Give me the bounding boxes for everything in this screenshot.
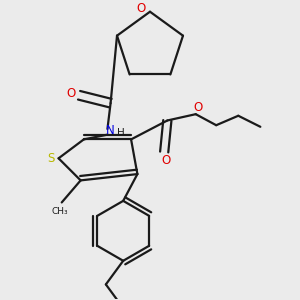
Text: O: O — [161, 154, 170, 167]
Text: N: N — [106, 124, 114, 137]
Text: O: O — [136, 2, 145, 15]
Text: S: S — [47, 152, 54, 165]
Text: O: O — [193, 101, 203, 114]
Text: O: O — [67, 87, 76, 100]
Text: H: H — [117, 128, 124, 138]
Text: CH₃: CH₃ — [52, 207, 68, 216]
